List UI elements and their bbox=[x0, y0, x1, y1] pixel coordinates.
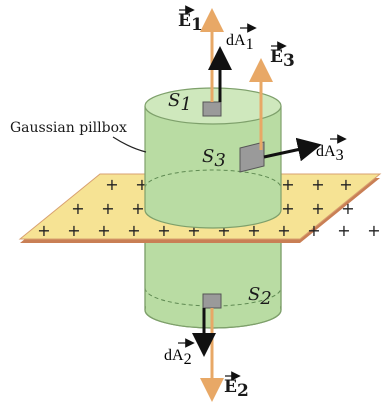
plus-sign: + bbox=[367, 221, 380, 240]
plus-sign: + bbox=[131, 199, 144, 218]
da3-label: dA3 bbox=[316, 143, 344, 164]
plus-sign: + bbox=[277, 221, 290, 240]
da1-label: dA1 bbox=[226, 32, 254, 53]
plus-sign: + bbox=[127, 221, 140, 240]
plus-sign: + bbox=[307, 221, 320, 240]
plus-sign: + bbox=[71, 199, 84, 218]
plus-sign: + bbox=[311, 199, 324, 218]
pillbox-leader-line bbox=[113, 137, 146, 152]
plus-sign: + bbox=[101, 199, 114, 218]
e3-label: E3 bbox=[270, 47, 295, 71]
e2-label: E2 bbox=[224, 377, 249, 401]
plus-sign: + bbox=[281, 199, 294, 218]
e1-label: E1 bbox=[178, 11, 203, 35]
patch-s1 bbox=[203, 102, 221, 116]
plus-sign: + bbox=[281, 175, 294, 194]
plus-sign: + bbox=[67, 221, 80, 240]
plus-sign: + bbox=[311, 175, 324, 194]
plus-sign: + bbox=[97, 221, 110, 240]
pillbox-label: Gaussian pillbox bbox=[10, 120, 127, 136]
plus-sign: + bbox=[37, 221, 50, 240]
plus-sign: + bbox=[339, 175, 352, 194]
plus-sign: + bbox=[337, 221, 350, 240]
plus-sign: + bbox=[105, 175, 118, 194]
patch-s2 bbox=[203, 294, 221, 308]
plus-sign: + bbox=[341, 199, 354, 218]
da2-label: dA2 bbox=[164, 347, 192, 368]
